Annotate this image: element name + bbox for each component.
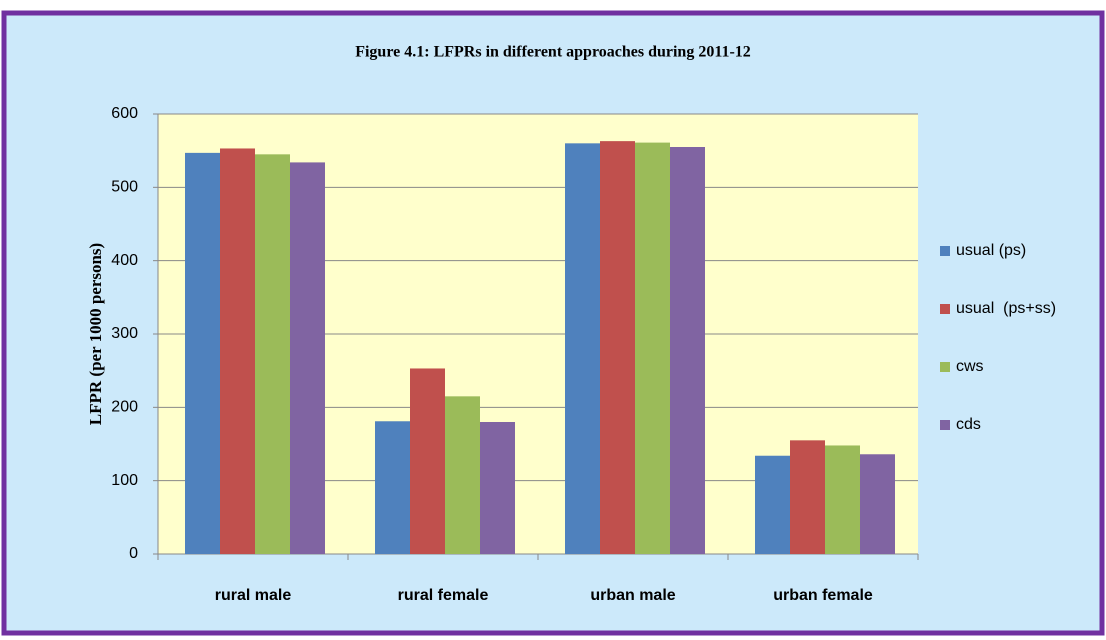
bar bbox=[255, 154, 290, 555]
legend-label: usual (ps) bbox=[956, 242, 1026, 259]
x-tick-label: urban male bbox=[590, 587, 675, 604]
bar bbox=[220, 148, 255, 554]
y-tick-label: 100 bbox=[111, 472, 138, 489]
bar bbox=[790, 440, 825, 554]
y-tick-label: 600 bbox=[111, 105, 138, 122]
y-tick-label: 0 bbox=[129, 545, 138, 562]
bar bbox=[445, 396, 480, 554]
bar bbox=[290, 162, 325, 554]
legend-swatch bbox=[940, 420, 950, 430]
y-tick-label: 500 bbox=[111, 179, 138, 196]
bar bbox=[480, 422, 515, 554]
bar bbox=[825, 445, 860, 554]
chart-title: Figure 4.1: LFPRs in different approache… bbox=[355, 44, 751, 61]
y-axis-label: LFPR (per 1000 persons) bbox=[86, 243, 105, 425]
y-tick-label: 300 bbox=[111, 325, 138, 342]
bar bbox=[565, 143, 600, 555]
bar bbox=[670, 147, 705, 554]
bar bbox=[600, 141, 635, 554]
y-tick-label: 200 bbox=[111, 399, 138, 416]
bar bbox=[375, 421, 410, 554]
bar bbox=[410, 368, 445, 554]
legend-swatch bbox=[940, 304, 950, 314]
bar bbox=[635, 142, 670, 554]
x-tick-label: urban female bbox=[773, 587, 873, 604]
legend-label: cws bbox=[956, 358, 984, 375]
legend-label: cds bbox=[956, 416, 981, 433]
x-tick-label: rural female bbox=[398, 587, 489, 604]
bar bbox=[860, 454, 895, 554]
legend-label: usual (ps+ss) bbox=[956, 300, 1056, 317]
bar bbox=[755, 455, 790, 554]
bar bbox=[185, 152, 220, 554]
legend-swatch bbox=[940, 246, 950, 256]
x-tick-label: rural male bbox=[215, 587, 292, 604]
y-tick-label: 400 bbox=[111, 252, 138, 269]
legend-swatch bbox=[940, 362, 950, 372]
